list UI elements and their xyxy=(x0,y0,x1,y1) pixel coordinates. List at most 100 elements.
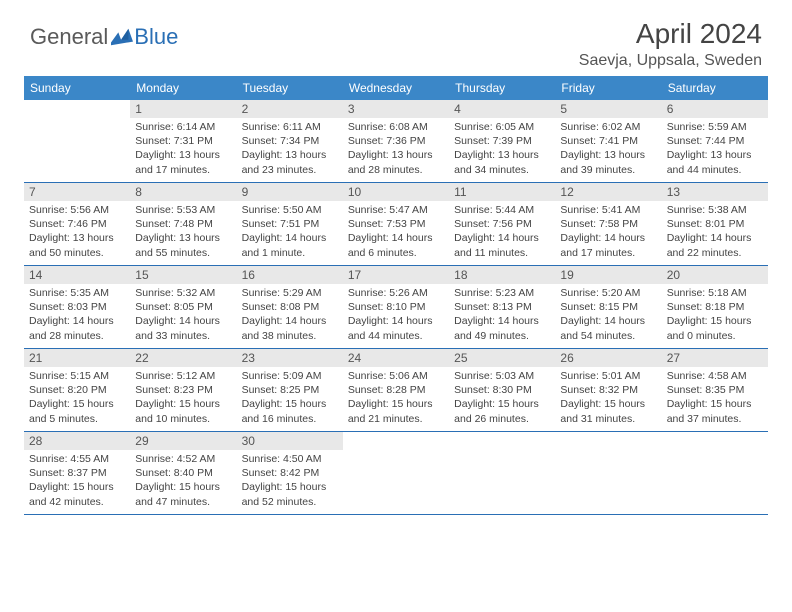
day-details: Sunrise: 4:58 AMSunset: 8:35 PMDaylight:… xyxy=(662,367,768,430)
day-details: Sunrise: 6:14 AMSunset: 7:31 PMDaylight:… xyxy=(130,118,236,181)
day-number: 12 xyxy=(555,183,661,201)
daylight-line: Daylight: 13 hours and 34 minutes. xyxy=(454,148,550,176)
calendar-cell: 19Sunrise: 5:20 AMSunset: 8:15 PMDayligh… xyxy=(555,266,661,348)
sunrise-line: Sunrise: 5:44 AM xyxy=(454,203,550,217)
sunrise-line: Sunrise: 4:55 AM xyxy=(29,452,125,466)
sunrise-line: Sunrise: 5:03 AM xyxy=(454,369,550,383)
daylight-line: Daylight: 15 hours and 10 minutes. xyxy=(135,397,231,425)
day-details: Sunrise: 4:50 AMSunset: 8:42 PMDaylight:… xyxy=(237,450,343,513)
logo: General Blue xyxy=(30,24,178,50)
day-details: Sunrise: 6:05 AMSunset: 7:39 PMDaylight:… xyxy=(449,118,555,181)
calendar-cell: 11Sunrise: 5:44 AMSunset: 7:56 PMDayligh… xyxy=(449,183,555,265)
weekday-header: Tuesday xyxy=(237,76,343,100)
daylight-line: Daylight: 14 hours and 22 minutes. xyxy=(667,231,763,259)
sunset-line: Sunset: 8:30 PM xyxy=(454,383,550,397)
sunrise-line: Sunrise: 5:23 AM xyxy=(454,286,550,300)
day-details: Sunrise: 6:02 AMSunset: 7:41 PMDaylight:… xyxy=(555,118,661,181)
weekday-header: Thursday xyxy=(449,76,555,100)
calendar-cell: 29Sunrise: 4:52 AMSunset: 8:40 PMDayligh… xyxy=(130,432,236,514)
day-number: 25 xyxy=(449,349,555,367)
day-number: 23 xyxy=(237,349,343,367)
daylight-line: Daylight: 13 hours and 28 minutes. xyxy=(348,148,444,176)
day-number: 6 xyxy=(662,100,768,118)
day-number: 2 xyxy=(237,100,343,118)
sunrise-line: Sunrise: 6:11 AM xyxy=(242,120,338,134)
daylight-line: Daylight: 14 hours and 17 minutes. xyxy=(560,231,656,259)
daylight-line: Daylight: 15 hours and 0 minutes. xyxy=(667,314,763,342)
daylight-line: Daylight: 14 hours and 54 minutes. xyxy=(560,314,656,342)
logo-text-blue: Blue xyxy=(134,24,178,50)
day-details: Sunrise: 5:26 AMSunset: 8:10 PMDaylight:… xyxy=(343,284,449,347)
sunrise-line: Sunrise: 4:50 AM xyxy=(242,452,338,466)
sunset-line: Sunset: 8:05 PM xyxy=(135,300,231,314)
daylight-line: Daylight: 15 hours and 5 minutes. xyxy=(29,397,125,425)
daylight-line: Daylight: 15 hours and 42 minutes. xyxy=(29,480,125,508)
day-number: 3 xyxy=(343,100,449,118)
day-number: 8 xyxy=(130,183,236,201)
sunrise-line: Sunrise: 6:05 AM xyxy=(454,120,550,134)
day-details: Sunrise: 5:53 AMSunset: 7:48 PMDaylight:… xyxy=(130,201,236,264)
sunset-line: Sunset: 8:37 PM xyxy=(29,466,125,480)
month-title: April 2024 xyxy=(579,18,762,50)
sunrise-line: Sunrise: 5:38 AM xyxy=(667,203,763,217)
daylight-line: Daylight: 14 hours and 6 minutes. xyxy=(348,231,444,259)
day-details: Sunrise: 6:08 AMSunset: 7:36 PMDaylight:… xyxy=(343,118,449,181)
sunset-line: Sunset: 8:08 PM xyxy=(242,300,338,314)
calendar-grid: 1Sunrise: 6:14 AMSunset: 7:31 PMDaylight… xyxy=(24,100,768,515)
calendar-cell: 18 Sunrise: 5:23 AMSunset: 8:13 PMDayligh… xyxy=(449,266,555,348)
calendar-cell: 25Sunrise: 5:03 AMSunset: 8:30 PMDayligh… xyxy=(449,349,555,431)
day-details: Sunrise: 5:15 AMSunset: 8:20 PMDaylight:… xyxy=(24,367,130,430)
sunrise-line: Sunrise: 6:14 AM xyxy=(135,120,231,134)
day-number: 28 xyxy=(24,432,130,450)
calendar-week: 1Sunrise: 6:14 AMSunset: 7:31 PMDaylight… xyxy=(24,100,768,183)
sunset-line: Sunset: 8:35 PM xyxy=(667,383,763,397)
day-number: 29 xyxy=(130,432,236,450)
calendar-cell: 14Sunrise: 5:35 AMSunset: 8:03 PMDayligh… xyxy=(24,266,130,348)
calendar-week: 28 Sunrise: 4:55 AMSunset: 8:37 PMDayligh… xyxy=(24,432,768,515)
calendar-cell: 1Sunrise: 6:14 AMSunset: 7:31 PMDaylight… xyxy=(130,100,236,182)
sunset-line: Sunset: 7:56 PM xyxy=(454,217,550,231)
day-number: 17 xyxy=(343,266,449,284)
sunset-line: Sunset: 8:13 PM xyxy=(454,300,550,314)
weekday-header: Sunday xyxy=(24,76,130,100)
day-number: 5 xyxy=(555,100,661,118)
daylight-line: Daylight: 13 hours and 55 minutes. xyxy=(135,231,231,259)
calendar-cell: 9Sunrise: 5:50 AMSunset: 7:51 PMDaylight… xyxy=(237,183,343,265)
sunset-line: Sunset: 7:46 PM xyxy=(29,217,125,231)
sunrise-line: Sunrise: 5:06 AM xyxy=(348,369,444,383)
day-number: 20 xyxy=(662,266,768,284)
sunrise-line: Sunrise: 5:12 AM xyxy=(135,369,231,383)
sunset-line: Sunset: 7:36 PM xyxy=(348,134,444,148)
sunset-line: Sunset: 8:28 PM xyxy=(348,383,444,397)
calendar-cell: 4Sunrise: 6:05 AMSunset: 7:39 PMDaylight… xyxy=(449,100,555,182)
sunrise-line: Sunrise: 5:15 AM xyxy=(29,369,125,383)
day-number: 15 xyxy=(130,266,236,284)
day-details: Sunrise: 5:50 AMSunset: 7:51 PMDaylight:… xyxy=(237,201,343,264)
sunset-line: Sunset: 8:01 PM xyxy=(667,217,763,231)
sunset-line: Sunset: 7:44 PM xyxy=(667,134,763,148)
daylight-line: Daylight: 15 hours and 31 minutes. xyxy=(560,397,656,425)
daylight-line: Daylight: 14 hours and 49 minutes. xyxy=(454,314,550,342)
daylight-line: Daylight: 15 hours and 37 minutes. xyxy=(667,397,763,425)
sunset-line: Sunset: 7:48 PM xyxy=(135,217,231,231)
calendar-cell xyxy=(24,100,130,182)
calendar-cell: 13Sunrise: 5:38 AMSunset: 8:01 PMDayligh… xyxy=(662,183,768,265)
daylight-line: Daylight: 14 hours and 1 minute. xyxy=(242,231,338,259)
day-details: Sunrise: 5:38 AMSunset: 8:01 PMDaylight:… xyxy=(662,201,768,264)
weekday-header-row: SundayMondayTuesdayWednesdayThursdayFrid… xyxy=(24,76,768,100)
day-details: Sunrise: 5:18 AMSunset: 8:18 PMDaylight:… xyxy=(662,284,768,347)
calendar-cell: 10Sunrise: 5:47 AMSunset: 7:53 PMDayligh… xyxy=(343,183,449,265)
calendar-cell: 26Sunrise: 5:01 AMSunset: 8:32 PMDayligh… xyxy=(555,349,661,431)
sunset-line: Sunset: 7:39 PM xyxy=(454,134,550,148)
sunrise-line: Sunrise: 5:56 AM xyxy=(29,203,125,217)
sunrise-line: Sunrise: 5:59 AM xyxy=(667,120,763,134)
day-number: 18 xyxy=(449,266,555,284)
sunset-line: Sunset: 8:23 PM xyxy=(135,383,231,397)
sunset-line: Sunset: 8:15 PM xyxy=(560,300,656,314)
day-details: Sunrise: 5:03 AMSunset: 8:30 PMDaylight:… xyxy=(449,367,555,430)
calendar-cell: 16Sunrise: 5:29 AMSunset: 8:08 PMDayligh… xyxy=(237,266,343,348)
day-details: Sunrise: 5:41 AMSunset: 7:58 PMDaylight:… xyxy=(555,201,661,264)
day-details: Sunrise: 5:20 AMSunset: 8:15 PMDaylight:… xyxy=(555,284,661,347)
calendar-week: 21Sunrise: 5:15 AMSunset: 8:20 PMDayligh… xyxy=(24,349,768,432)
calendar: SundayMondayTuesdayWednesdayThursdayFrid… xyxy=(0,76,792,515)
